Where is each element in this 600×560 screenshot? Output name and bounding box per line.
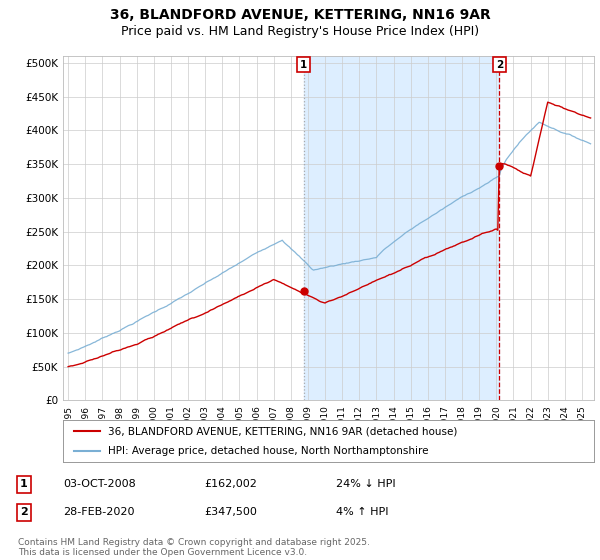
Text: 03-OCT-2008: 03-OCT-2008 (63, 479, 136, 489)
Text: Contains HM Land Registry data © Crown copyright and database right 2025.
This d: Contains HM Land Registry data © Crown c… (18, 538, 370, 557)
Text: £162,002: £162,002 (204, 479, 257, 489)
Bar (304, 56, 499, 400)
Text: 2: 2 (20, 507, 28, 517)
Text: 24% ↓ HPI: 24% ↓ HPI (336, 479, 395, 489)
Text: 28-FEB-2020: 28-FEB-2020 (63, 507, 134, 517)
Text: 1: 1 (300, 60, 307, 70)
Text: 4% ↑ HPI: 4% ↑ HPI (336, 507, 389, 517)
Text: 1: 1 (20, 479, 28, 489)
Text: Price paid vs. HM Land Registry's House Price Index (HPI): Price paid vs. HM Land Registry's House … (121, 25, 479, 38)
Text: 36, BLANDFORD AVENUE, KETTERING, NN16 9AR (detached house): 36, BLANDFORD AVENUE, KETTERING, NN16 9A… (108, 426, 458, 436)
Text: 36, BLANDFORD AVENUE, KETTERING, NN16 9AR: 36, BLANDFORD AVENUE, KETTERING, NN16 9A… (110, 8, 490, 22)
Text: £347,500: £347,500 (204, 507, 257, 517)
Text: HPI: Average price, detached house, North Northamptonshire: HPI: Average price, detached house, Nort… (108, 446, 428, 456)
Text: 2: 2 (496, 60, 503, 70)
